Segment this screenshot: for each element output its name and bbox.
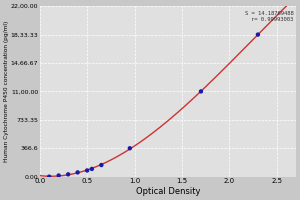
Text: S = 14.18769488
r= 0.99993003: S = 14.18769488 r= 0.99993003 [244,11,293,22]
Point [47,175,52,178]
Point [75,171,80,174]
Point [56,174,61,177]
Point [256,33,260,36]
Point [85,169,89,172]
X-axis label: Optical Density: Optical Density [136,187,200,196]
Y-axis label: Human Cytochrome P450 concentration (pg/ml): Human Cytochrome P450 concentration (pg/… [4,21,9,162]
Point [99,163,104,167]
Point [128,147,132,150]
Point [199,90,203,93]
Point [66,173,70,176]
Point [89,167,94,171]
